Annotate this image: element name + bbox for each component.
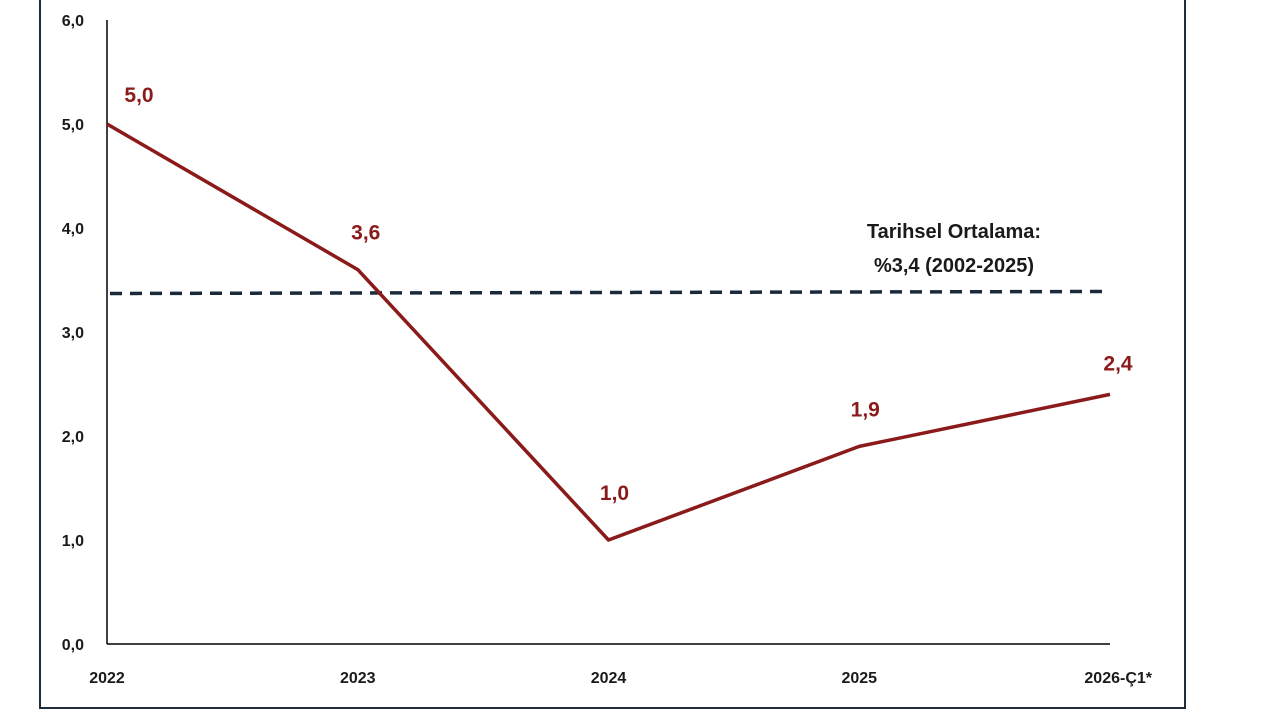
y-tick-label: 1,0: [62, 533, 84, 550]
x-tick-label: 2026-Ç1*: [1084, 670, 1152, 687]
chart-frame: [39, 0, 1186, 709]
y-tick-label: 3,0: [62, 325, 84, 342]
y-tick-label: 5,0: [62, 117, 84, 134]
x-axis-ticks: 2022 2023 2024 2025 2026-Ç1*: [89, 670, 1153, 687]
data-labels: 5,0 3,6 1,0 1,9 2,4: [124, 84, 1133, 505]
y-tick-label: 4,0: [62, 221, 84, 238]
historical-average-subtitle: %3,4 (2002-2025): [874, 255, 1034, 277]
data-label: 5,0: [124, 84, 153, 107]
y-tick-label: 2,0: [62, 429, 84, 446]
y-tick-label: 0,0: [62, 637, 84, 654]
x-tick-label: 2025: [841, 670, 877, 687]
historical-average-title: Tarihsel Ortalama:: [867, 221, 1041, 243]
x-tick-label: 2022: [89, 670, 125, 687]
y-axis-ticks: 0,0 1,0 2,0 3,0 4,0 5,0 6,0: [62, 13, 84, 654]
y-tick-label: 6,0: [62, 13, 84, 30]
x-tick-label: 2023: [340, 670, 376, 687]
x-tick-label: 2024: [591, 670, 627, 687]
data-label: 1,9: [851, 398, 880, 421]
series-line: [106, 122, 1111, 542]
data-label: 1,0: [600, 482, 629, 505]
data-label: 3,6: [351, 222, 380, 245]
data-label: 2,4: [1103, 352, 1133, 375]
historical-average-line: [109, 289, 1111, 296]
